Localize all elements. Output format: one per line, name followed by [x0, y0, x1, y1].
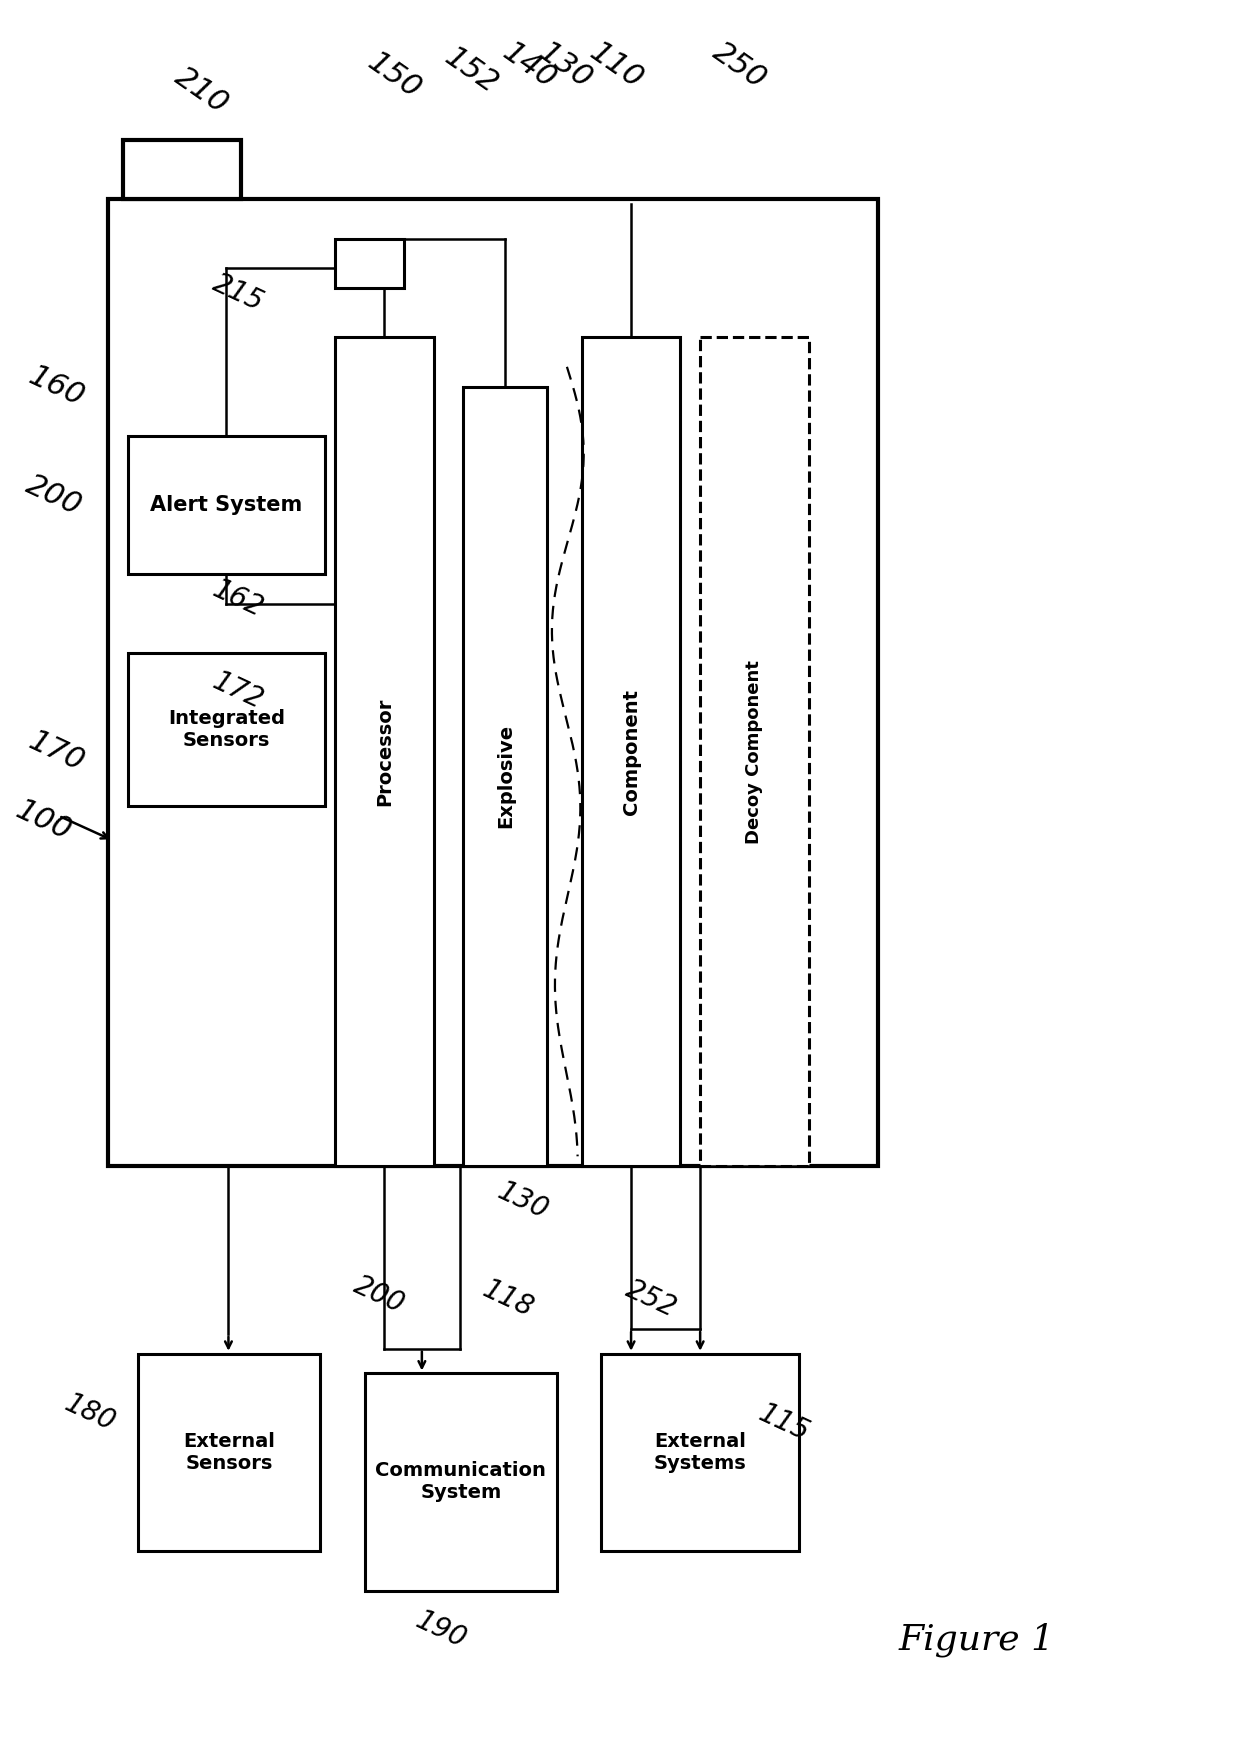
- Text: 215: 215: [208, 269, 268, 316]
- Text: External
Sensors: External Sensors: [184, 1432, 275, 1472]
- Bar: [582, 337, 681, 1167]
- Text: 170: 170: [25, 726, 89, 777]
- Text: Component: Component: [621, 689, 641, 815]
- Text: 140: 140: [497, 37, 562, 95]
- Bar: [128, 654, 325, 806]
- Bar: [335, 239, 404, 288]
- Text: Figure 1: Figure 1: [899, 1623, 1054, 1657]
- Bar: [701, 337, 808, 1167]
- Text: 250: 250: [708, 37, 771, 95]
- Text: Decoy Component: Decoy Component: [745, 659, 764, 843]
- Text: 152: 152: [439, 42, 503, 100]
- Bar: [138, 1353, 320, 1551]
- Bar: [335, 337, 434, 1167]
- Bar: [464, 387, 547, 1167]
- Text: 160: 160: [25, 362, 89, 411]
- Text: External
Systems: External Systems: [653, 1432, 746, 1472]
- Text: Processor: Processor: [374, 698, 394, 806]
- Text: 110: 110: [584, 37, 649, 95]
- Text: 200: 200: [350, 1270, 409, 1318]
- Bar: [123, 141, 242, 199]
- Bar: [108, 199, 878, 1167]
- Text: 150: 150: [362, 47, 427, 104]
- Text: Integrated
Sensors: Integrated Sensors: [167, 710, 285, 750]
- Text: Alert System: Alert System: [150, 495, 303, 515]
- Text: 200: 200: [21, 469, 87, 520]
- Text: 180: 180: [61, 1390, 120, 1437]
- Text: 210: 210: [170, 61, 234, 119]
- Text: 130: 130: [533, 37, 598, 95]
- Text: 115: 115: [754, 1399, 813, 1446]
- Bar: [365, 1374, 557, 1590]
- Text: 190: 190: [410, 1606, 470, 1653]
- Text: 162: 162: [208, 575, 268, 622]
- Text: Explosive: Explosive: [496, 724, 515, 828]
- Text: 172: 172: [208, 666, 268, 715]
- Text: 252: 252: [621, 1276, 681, 1323]
- Text: Communication
System: Communication System: [376, 1462, 547, 1502]
- Text: 118: 118: [477, 1276, 538, 1323]
- Text: 100: 100: [11, 796, 77, 847]
- Text: 130: 130: [492, 1177, 552, 1225]
- Bar: [601, 1353, 799, 1551]
- Bar: [128, 436, 325, 575]
